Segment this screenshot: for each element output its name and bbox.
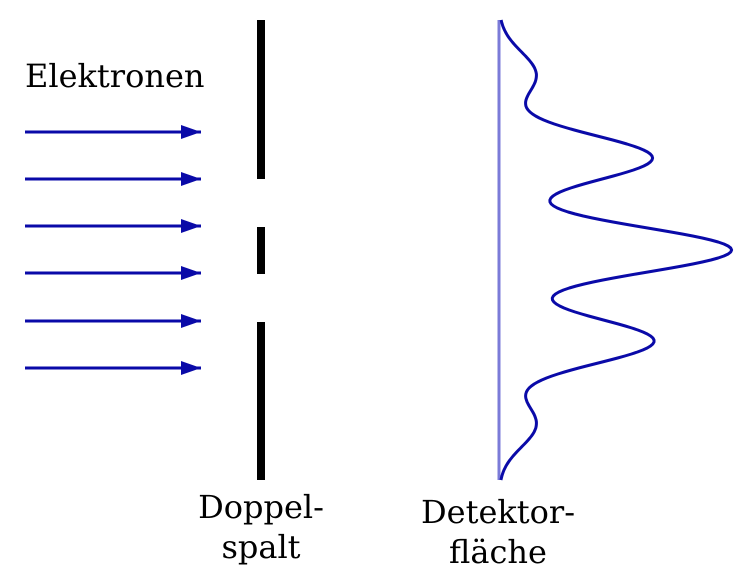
interference-pattern-curve: [499, 19, 734, 481]
detector-label-line2: fläche: [449, 533, 547, 571]
electron-beam: [25, 125, 201, 375]
electrons-label: Elektronen: [25, 57, 205, 95]
double-slit-label-line2: spalt: [221, 528, 300, 566]
double-slit-label-line1: Doppel-: [198, 488, 324, 526]
barrier-segment-middle: [257, 227, 265, 274]
detector-label-line1: Detektor-: [421, 493, 575, 531]
barrier-segment-bottom: [257, 322, 265, 480]
double-slit-barrier: [257, 20, 265, 480]
barrier-segment-top: [257, 20, 265, 179]
